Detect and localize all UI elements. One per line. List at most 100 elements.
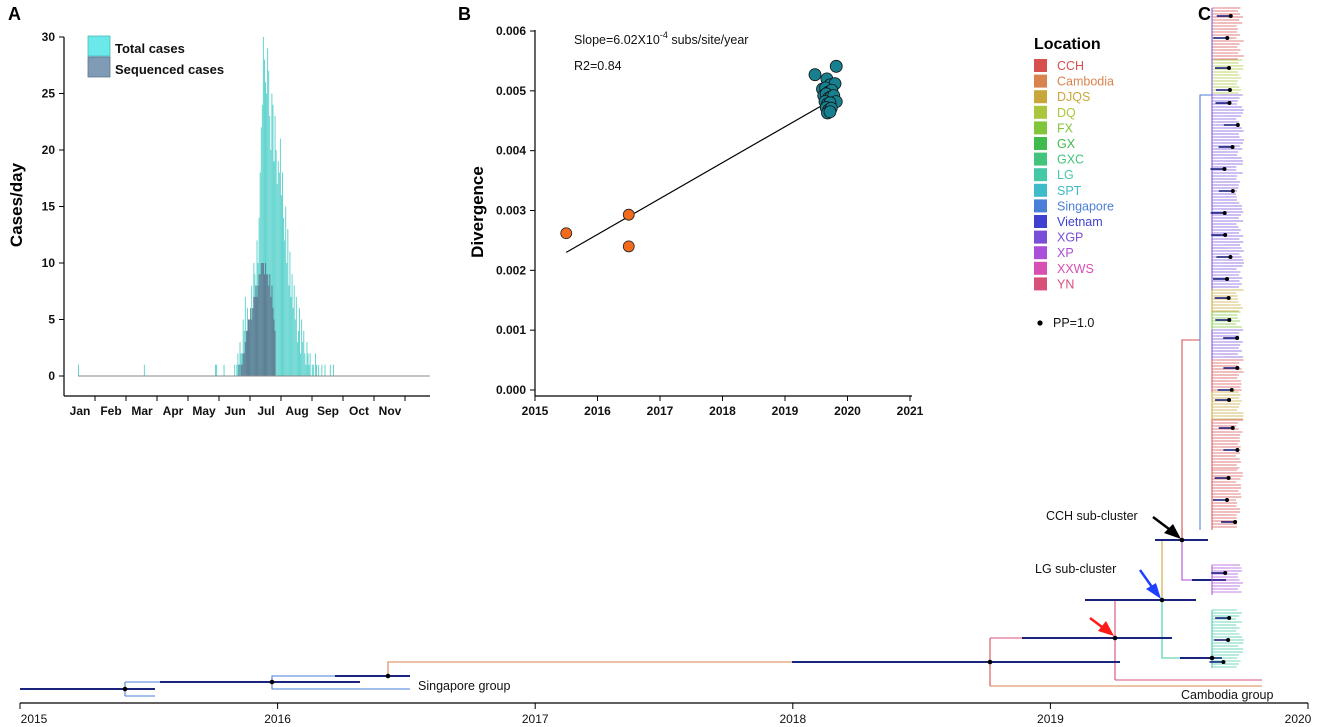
total-bar — [314, 353, 316, 376]
total-bar — [316, 364, 317, 376]
total-bar — [292, 308, 294, 376]
total-bar — [302, 342, 304, 376]
sequenced-bar — [271, 285, 273, 376]
total-bar — [295, 296, 297, 376]
total-bar — [324, 364, 326, 376]
pp-node — [1223, 233, 1228, 237]
legend-swatch-lg — [1034, 168, 1047, 182]
y-tick-label: 30 — [42, 30, 56, 44]
y-tick-label: 10 — [42, 256, 56, 270]
y-tick-label: 0.003 — [496, 204, 526, 218]
sequenced-cases-bars — [238, 263, 276, 376]
sequenced-bar — [256, 296, 258, 376]
sequenced-bar — [246, 330, 248, 376]
pp-node — [1112, 635, 1118, 641]
y-tick-label: 0 — [48, 369, 55, 383]
total-bar — [275, 150, 277, 376]
pp-node — [269, 679, 275, 685]
panel-b: B Divergence 0.0000.0010.0020.0030.0040.… — [458, 4, 924, 418]
y-tick-label: 0.004 — [496, 144, 526, 158]
x-tick-label: 2021 — [897, 404, 924, 418]
x-tick-label: Mar — [131, 404, 153, 418]
panel-c: C — [19, 4, 1312, 726]
pp-legend-label: PP=1.0 — [1053, 316, 1094, 330]
branch-sg-tip-b — [271, 682, 410, 690]
total-bar — [287, 229, 289, 376]
total-bar — [300, 353, 302, 376]
posterior-nodes — [122, 537, 1215, 692]
panel-b-y-ticks: 0.000 0.001 0.002 0.003 0.004 0.005 0.006 — [496, 24, 535, 397]
y-tick-label: 25 — [42, 87, 56, 101]
total-bar — [263, 59, 265, 376]
total-bar — [288, 285, 290, 376]
x-tick-label: Oct — [349, 404, 369, 418]
legend-swatch-fx — [1034, 121, 1047, 135]
sequenced-bar — [245, 330, 247, 376]
legend-label-spt: SPT — [1057, 184, 1082, 198]
total-bar — [301, 319, 303, 376]
r2-annotation: R2=0.84 — [574, 59, 622, 73]
branch-lg-sub — [1161, 600, 1212, 659]
total-bar — [277, 161, 279, 376]
slope-text: Slope=6.02X10 — [574, 33, 660, 47]
sequenced-bar — [266, 274, 268, 376]
panel-a-x-ticks: Jan Feb Mar Apr May Jun Jul Aug Sep Oct Nov — [70, 396, 406, 418]
total-bar — [143, 364, 145, 376]
total-bar — [318, 364, 320, 376]
total-bar — [271, 93, 273, 376]
branch-upper-clade — [1199, 94, 1212, 340]
outbreak-point — [808, 68, 822, 82]
sequenced-bar — [241, 364, 243, 376]
total-bar — [304, 353, 306, 376]
sequenced-bar — [250, 308, 252, 376]
sequenced-bar — [270, 296, 272, 376]
x-tick-label: 2018 — [779, 712, 806, 726]
panel-b-y-axis-label: Divergence — [468, 166, 487, 258]
x-tick-label: Jan — [70, 404, 91, 418]
legend-swatch-cambodia — [1034, 74, 1047, 88]
pp-node — [1227, 101, 1232, 105]
sequenced-bar — [238, 364, 240, 376]
total-bar — [236, 364, 238, 376]
lg-arrow-head-icon — [1146, 583, 1161, 599]
legend-swatch-gx — [1034, 137, 1047, 150]
sequenced-bar — [259, 274, 261, 376]
pp-node — [1224, 498, 1229, 502]
total-cases-bars — [78, 37, 335, 377]
sequenced-bar — [268, 285, 270, 376]
x-tick-label: 2015 — [522, 404, 549, 418]
legend-swatch-total — [87, 35, 111, 57]
total-bar — [276, 183, 278, 376]
legend-label-gx: GX — [1057, 137, 1076, 151]
total-bar — [273, 161, 275, 376]
x-tick-label: Aug — [285, 404, 308, 418]
pp-node — [1226, 296, 1231, 300]
sequenced-bar — [262, 263, 264, 376]
pp-node — [1230, 145, 1235, 149]
y-tick-label: 0.002 — [496, 263, 526, 277]
total-bar — [303, 330, 305, 376]
pp-node — [122, 686, 128, 692]
legend-swatch-xxws — [1034, 261, 1047, 275]
sequenced-bar — [242, 353, 244, 376]
pp-node — [1228, 14, 1233, 18]
pp-node — [1233, 520, 1238, 524]
pp-node — [1230, 189, 1235, 193]
pp-node — [1225, 277, 1230, 281]
total-bar — [261, 104, 263, 377]
pp-node — [1226, 638, 1231, 642]
regression-line — [565, 101, 830, 253]
x-tick-label: 2019 — [772, 404, 799, 418]
total-bar — [293, 285, 295, 376]
sequenced-bar — [274, 330, 276, 376]
slope-annotation: Slope=6.02X10-4 subs/site/year — [574, 30, 748, 47]
legend-label-gxc: GXC — [1057, 153, 1084, 167]
total-bar — [296, 342, 298, 376]
branch-cch-sub — [1181, 339, 1200, 540]
pp-node — [1229, 388, 1234, 392]
total-bar — [285, 206, 287, 376]
early-point — [622, 208, 635, 221]
pp-node — [1222, 167, 1227, 171]
